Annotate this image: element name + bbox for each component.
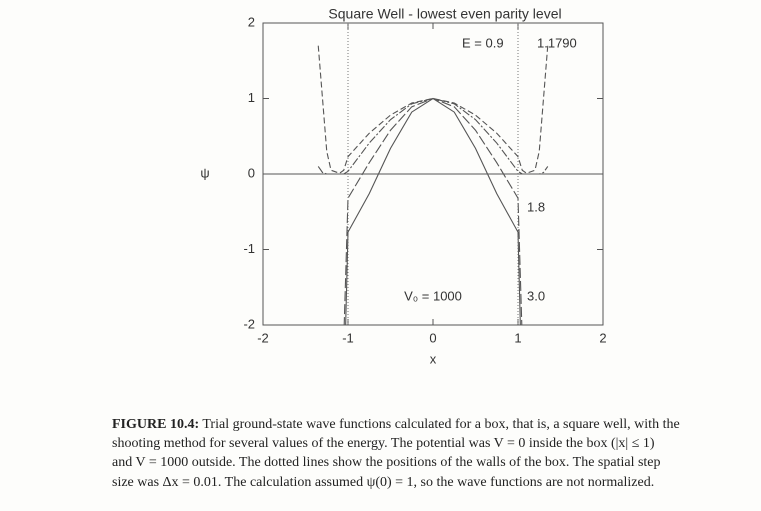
y-tick-label: -2 [243, 316, 255, 331]
caption-line: and V = 1000 outside. The dotted lines s… [112, 455, 661, 470]
series-label: E = 0.9 [462, 35, 504, 50]
x-tick-label: 1 [514, 330, 521, 345]
series-label: 1.8 [527, 199, 545, 214]
series-line [317, 45, 549, 174]
caption-label: FIGURE 10.4: [112, 417, 199, 432]
plot-area [317, 45, 549, 325]
y-tick-label: 2 [248, 14, 255, 29]
caption: FIGURE 10.4: Trial ground-state wave fun… [112, 417, 680, 432]
series-line [317, 97, 549, 175]
annotation: V₀ = 1000 [404, 288, 462, 303]
caption-line: shooting method for several values of th… [112, 436, 655, 451]
chart-title: Square Well - lowest even parity level [328, 6, 561, 22]
y-tick-label: -1 [243, 241, 255, 256]
y-tick-label: 1 [248, 90, 255, 105]
series-label: 3.0 [527, 288, 545, 303]
x-tick-label: -2 [257, 330, 269, 345]
caption-line: size was Δx = 0.01. The calculation assu… [112, 475, 654, 490]
series-line [345, 97, 521, 325]
x-tick-label: -1 [342, 330, 354, 345]
y-tick-label: 0 [248, 165, 255, 180]
y-axis-label: ψ [200, 165, 209, 180]
caption-line: Trial ground-state wave functions calcul… [202, 417, 679, 432]
series-line [343, 97, 523, 325]
series-label: 1.1790 [537, 35, 577, 50]
x-axis-label: x [430, 351, 437, 366]
x-tick-label: 2 [599, 330, 606, 345]
x-tick-label: 0 [429, 330, 436, 345]
